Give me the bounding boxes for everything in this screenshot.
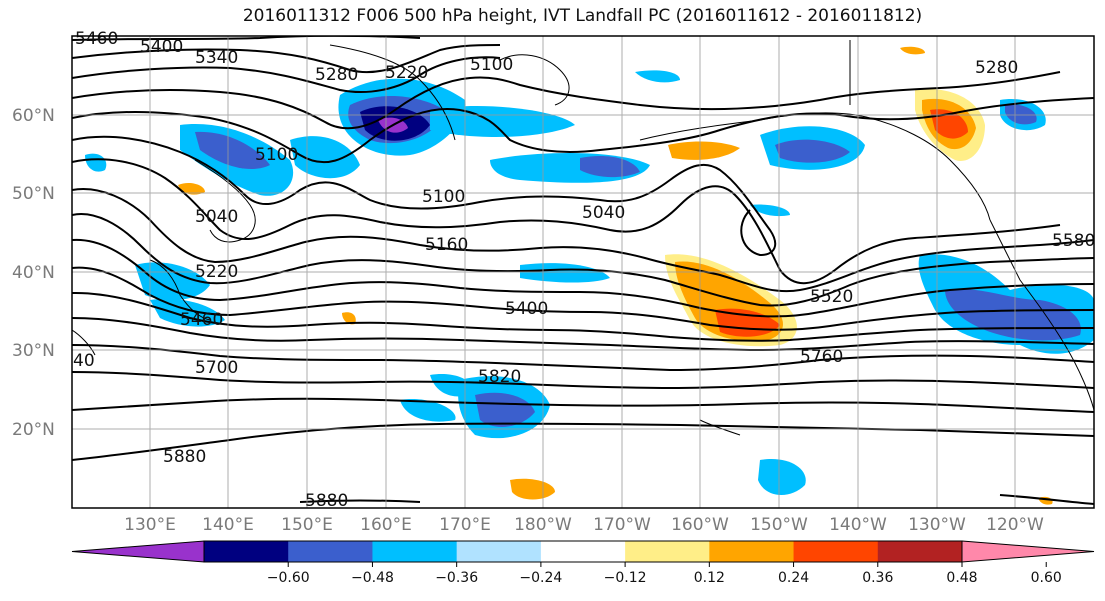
lon-label: 120°W [986,515,1044,535]
lat-label: 60°N [12,106,55,126]
colorbar-tick-label: 0.12 [694,570,725,586]
colorbar-swatch [540,541,626,562]
contour-label: 5400 [140,37,183,57]
contour-label: 5400 [505,299,548,319]
lat-axis-labels: 60°N 50°N 40°N 30°N 20°N [12,106,55,440]
colorbar-tick-label: −0.60 [267,570,310,586]
lon-label: 180°W [514,515,572,535]
graticule [72,36,1094,508]
contour-label: 5820 [478,367,521,387]
contour-label: 5280 [315,65,358,85]
contour-label: 5340 [195,48,238,68]
colorbar-extend-low [71,540,205,563]
colorbar-swatch [625,541,710,562]
lon-label: 130°E [124,515,176,535]
contour-label: 5160 [425,235,468,255]
colorbar-swatches [71,540,1095,563]
map-title: 2016011312 F006 500 hPa height, IVT Land… [242,6,923,26]
lat-label: 30°N [12,341,55,361]
contour-label: 5100 [255,145,298,165]
lon-label: 150°E [281,515,333,535]
colorbar-tick-label: −0.24 [519,570,562,586]
map-frame [71,35,1095,509]
colorbar-swatch [709,541,795,562]
contour-label: 5760 [800,347,843,367]
lon-label: 170°E [439,515,491,535]
contour-label: 5040 [582,203,625,223]
lat-label: 50°N [12,184,55,204]
lon-label: 150°W [750,515,808,535]
contour-label: 5580 [1052,231,1095,251]
lon-label: 140°E [202,515,254,535]
lon-label: 160°E [360,515,412,535]
contour-label: 5220 [385,63,428,83]
colorbar-tick-label: 0.60 [1031,570,1062,586]
colorbar-swatch [204,541,289,562]
lon-label: 140°W [829,515,887,535]
contour-label: 5880 [163,447,206,467]
colorbar-swatch [793,541,879,562]
colorbar-swatch [288,541,373,562]
colorbar-ticks: −0.60 −0.48 −0.36 −0.24 −0.12 0.12 0.24 0.36 0.4… [267,562,1062,586]
colorbar-tick-label: −0.36 [435,570,478,586]
contour-label: 5100 [422,187,465,207]
lon-label: 160°W [671,515,729,535]
contour-label: 5100 [470,55,513,75]
coastlines [72,40,1094,436]
lat-label: 20°N [12,420,55,440]
contour-label: 5280 [975,58,1018,78]
contour-label: 5700 [195,358,238,378]
contour-label: 5460 [75,29,118,49]
contour-label: 5220 [195,262,238,282]
colorbar-tick-label: 0.24 [778,570,809,586]
contour-label: 5040 [195,207,238,227]
contour-label: 5520 [810,287,853,307]
colorbar-frame [203,540,963,563]
colorbar-swatch [877,541,963,562]
colorbar-tick-label: 0.48 [946,570,977,586]
colorbar-extend-high [961,540,1095,563]
lon-label: 170°W [593,515,651,535]
contour-label: 5880 [305,491,348,511]
lat-label: 40°N [12,263,55,283]
height-contours [72,36,1094,505]
lon-label: 130°W [908,515,966,535]
colorbar-swatch [372,541,458,562]
colorbar-tick-label: −0.48 [351,570,394,586]
contour-label: 40 [73,351,95,371]
lon-axis-labels: 130°E 140°E 150°E 160°E 170°E 180°W 170°… [124,515,1044,535]
colorbar-tick-label: 0.36 [862,570,893,586]
colorbar-swatch [456,541,542,562]
contour-labels: 5460 5400 5340 5280 5220 5100 5100 5040 … [73,29,1095,511]
colorbar-tick-label: −0.12 [604,570,647,586]
contour-label: 5460 [180,310,223,330]
